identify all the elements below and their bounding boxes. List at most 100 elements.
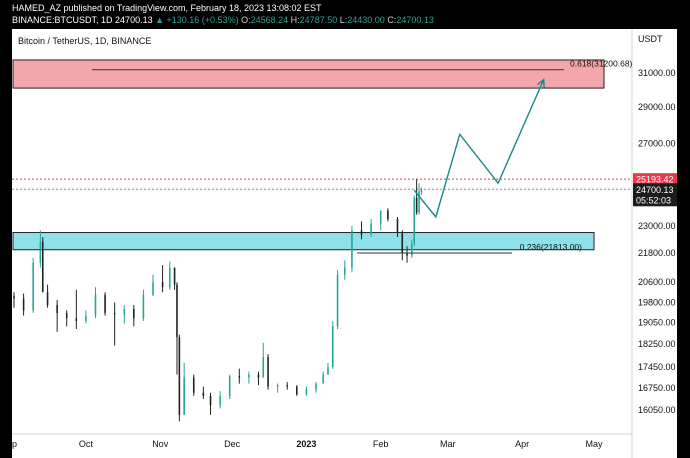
price-tick-label: 29000.00 [638, 102, 676, 112]
candle-body [418, 191, 420, 213]
candle-body [176, 284, 178, 338]
candle-body [296, 386, 298, 395]
candlestick-chart[interactable]: Bitcoin / TetherUS, 1D, BINANCE USDT 0.6… [12, 29, 677, 458]
price-change: ▲ +130.16 (+0.53%) [155, 15, 239, 25]
low-value: 24430.00 [347, 15, 385, 25]
time-axis[interactable]: p Oct Nov Dec 2023 Feb Mar Apr May [12, 439, 603, 449]
candle-body [152, 282, 154, 295]
candle-body [56, 305, 58, 313]
candle-body [183, 377, 185, 415]
resistance-zone [12, 59, 605, 89]
high-price-tag-label: 25193.42 [636, 175, 674, 185]
candle-body [39, 241, 42, 263]
open-label: O: [241, 15, 251, 25]
price-axis[interactable]: 31000.00 29000.00 27000.00 23000.00 21800.00… [638, 68, 676, 415]
fib-label: 0.236(21813.00) [520, 242, 583, 252]
candle-body [123, 309, 126, 315]
price-tick-label: 21800.00 [638, 248, 676, 258]
price-tick-label: 19050.00 [638, 317, 676, 327]
candle-body [13, 296, 15, 299]
candle-body [257, 374, 260, 378]
time-tick-label: Nov [152, 439, 169, 449]
low-label: L: [339, 15, 348, 25]
candle-body [343, 267, 346, 275]
price-tick-label: 31000.00 [638, 68, 676, 78]
price-tick-label: 16750.00 [638, 383, 676, 393]
candle-body [413, 197, 416, 244]
candle-body [238, 376, 241, 378]
fib-layer: 0.618(31200.68) 0.236(21813.00) [92, 59, 633, 254]
candle-body [262, 357, 265, 378]
candle-body [85, 315, 87, 321]
time-tick-label: Mar [440, 439, 456, 449]
candle-body [32, 262, 34, 311]
time-tick-label: Oct [79, 439, 94, 449]
candle-body [178, 337, 181, 415]
projection-path [413, 79, 545, 219]
time-tick-label: Feb [373, 439, 389, 449]
candle-body [286, 385, 289, 387]
candle-body [133, 309, 135, 319]
price-lines-layer [12, 178, 632, 190]
symbol-line: BINANCE:BTCUSDT, 1D 24700.13 ▲ +130.16 (… [12, 15, 434, 25]
candle-body [248, 374, 250, 378]
last-price: 24700.13 [115, 15, 153, 25]
candle-body [104, 294, 106, 313]
last-price-tag [633, 183, 677, 207]
candle-body [219, 395, 221, 406]
publish-text: published on TradingView.com, February 1… [63, 3, 322, 13]
candle-body [75, 318, 78, 321]
candle-body [94, 294, 97, 316]
candle-body [202, 392, 205, 396]
close-label: C: [387, 15, 397, 25]
price-tick-label: 23000.00 [638, 221, 676, 231]
candle-body [370, 223, 372, 235]
candle-body [379, 210, 382, 224]
candle-body [161, 282, 164, 288]
high-label: H: [290, 15, 300, 25]
candle-body [305, 389, 308, 395]
candle-body [396, 219, 399, 233]
open-value: 24568.24 [250, 15, 289, 25]
projection-arrowhead [537, 78, 545, 88]
countdown-label: 05:52:03 [636, 195, 671, 205]
candle-body [336, 274, 339, 327]
last-price-tag-label: 24700.13 [636, 185, 674, 195]
candle-body [46, 292, 49, 306]
candle-body [406, 253, 408, 256]
candle-body [387, 210, 389, 220]
candle-body [142, 294, 145, 319]
candle-body [113, 312, 116, 315]
high-value: 24787.50 [299, 15, 338, 25]
price-tick-label: 17450.00 [638, 362, 676, 372]
chart-panel[interactable]: Bitcoin / TetherUS, 1D, BINANCE USDT 0.6… [12, 29, 677, 458]
time-tick-label: Apr [515, 439, 529, 449]
candle-body [65, 312, 68, 319]
publish-info: HAMED_AZ published on TradingView.com, F… [12, 3, 322, 13]
candle-body [327, 367, 329, 375]
candle-body [173, 267, 176, 285]
candle-body [315, 383, 317, 390]
candle-body [168, 267, 171, 288]
candle-body [420, 189, 423, 193]
projection-layer [413, 78, 545, 219]
time-tick-label: 2023 [296, 439, 316, 449]
candle-body [192, 377, 195, 393]
currency-label: USDT [638, 34, 663, 44]
candle-body [360, 230, 363, 235]
price-tick-label: 16050.00 [638, 405, 676, 415]
candle-body [41, 241, 44, 293]
high-price-tag [633, 173, 677, 186]
candle-body [267, 357, 269, 387]
close-value: 24700.13 [396, 15, 434, 25]
candles-layer [13, 179, 423, 422]
author-name[interactable]: HAMED_AZ [12, 3, 62, 13]
chart-title: Bitcoin / TetherUS, 1D, BINANCE [18, 36, 151, 46]
support-zone [12, 232, 595, 251]
candle-body [411, 243, 413, 256]
price-tick-label: 19800.00 [638, 298, 676, 308]
candle-body [415, 197, 418, 213]
candle-body [401, 232, 404, 254]
